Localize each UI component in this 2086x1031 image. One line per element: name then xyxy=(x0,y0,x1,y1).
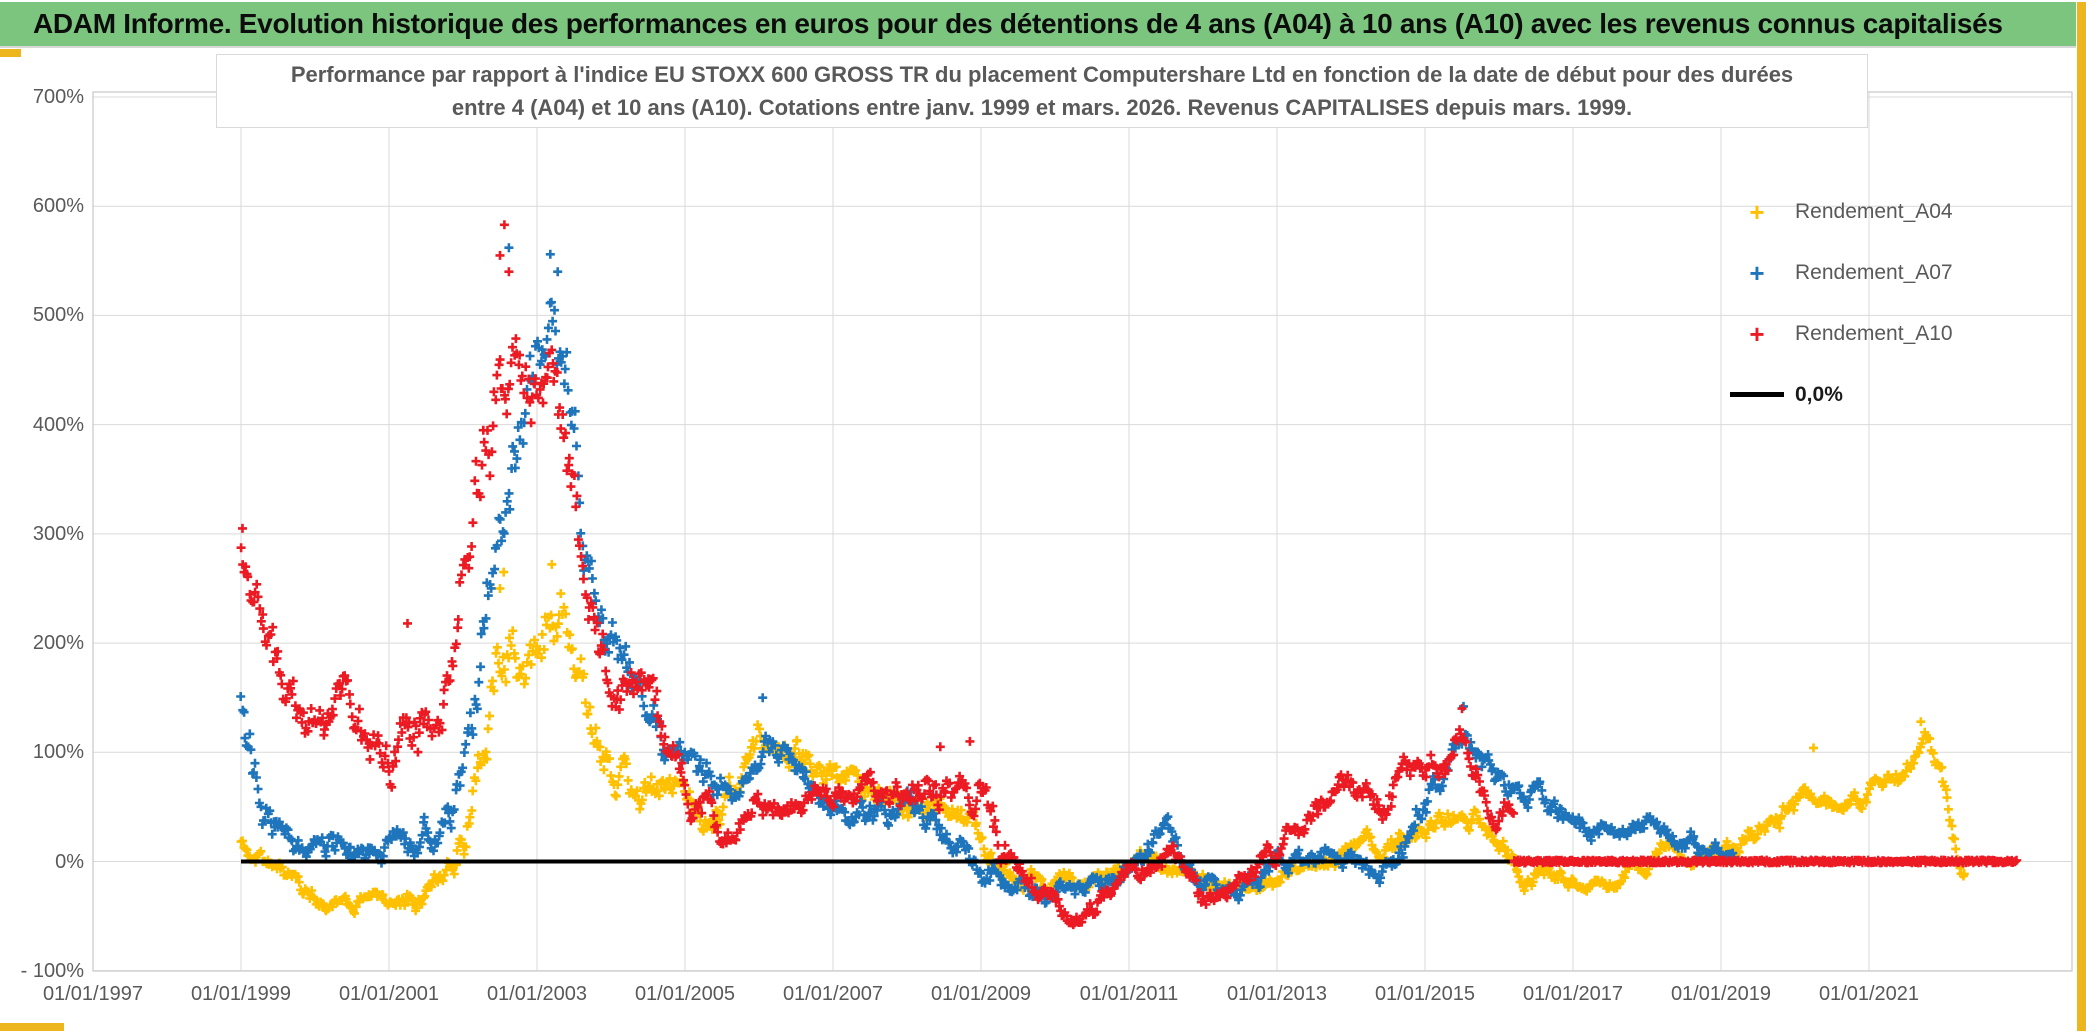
x-axis-label: 01/01/2017 xyxy=(1522,983,1624,1005)
x-axis-label: 01/01/2013 xyxy=(1226,983,1328,1005)
y-axis-label: 500% xyxy=(32,304,84,326)
y-axis-label: 400% xyxy=(32,414,84,436)
legend-item-0-0-: 0,0% xyxy=(1728,364,2078,425)
legend-item-label: Rendement_A10 xyxy=(1795,321,1953,345)
y-axis-label: 100% xyxy=(32,741,84,763)
sheet-accent-bottom-left-strip xyxy=(0,1023,64,1031)
y-axis-label: 0% xyxy=(55,851,84,873)
legend-zero-line-swatch xyxy=(1728,392,1786,397)
sheet-accent-right-strip xyxy=(2077,2,2086,1031)
x-axis-label: 01/01/1999 xyxy=(190,983,292,1005)
legend-item-label: 0,0% xyxy=(1795,382,1843,406)
x-axis-label: 01/01/2015 xyxy=(1374,983,1476,1005)
x-axis-label: 01/01/2019 xyxy=(1670,983,1772,1005)
x-axis-label: 01/01/2003 xyxy=(486,983,588,1005)
legend-item-rendement-a04: + Rendement_A04 xyxy=(1728,181,2078,242)
x-axis-label: 01/01/2001 xyxy=(338,983,440,1005)
legend-plus-marker-icon: + xyxy=(1749,318,1765,349)
x-axis-label: 01/01/2007 xyxy=(782,983,884,1005)
x-axis-label: 01/01/2009 xyxy=(930,983,1032,1005)
y-axis-label: 200% xyxy=(32,632,84,654)
y-axis-label: 300% xyxy=(32,523,84,545)
x-axis-label: 01/01/2021 xyxy=(1818,983,1920,1005)
header-bar: ADAM Informe. Evolution historique des p… xyxy=(0,2,2076,48)
x-axis-label: 01/01/2011 xyxy=(1079,983,1179,1005)
chart-legend: + Rendement_A04 + Rendement_A07 + Rendement_A… xyxy=(1728,181,2078,425)
legend-plus-marker-icon: + xyxy=(1749,196,1765,227)
chart-title: Performance par rapport à l'indice EU ST… xyxy=(216,54,1868,128)
legend-item-label: Rendement_A04 xyxy=(1795,199,1953,223)
y-axis-label: 600% xyxy=(32,195,84,217)
x-axis-label: 01/01/1997 xyxy=(42,983,144,1005)
y-axis-label: 700% xyxy=(32,86,84,108)
x-axis-label: 01/01/2005 xyxy=(634,983,736,1005)
header-title: ADAM Informe. Evolution historique des p… xyxy=(33,8,2003,39)
y-axis-label: - 100% xyxy=(20,960,84,982)
legend-item-label: Rendement_A07 xyxy=(1795,260,1953,284)
sheet-accent-top-left-tab xyxy=(0,49,21,57)
legend-item-rendement-a10: + Rendement_A10 xyxy=(1728,303,2078,364)
legend-item-rendement-a07: + Rendement_A07 xyxy=(1728,242,2078,303)
chart-title-line2: entre 4 (A04) et 10 ans (A10). Cotations… xyxy=(451,95,1633,120)
chart-title-line1: Performance par rapport à l'indice EU ST… xyxy=(290,62,1794,87)
legend-plus-marker-icon: + xyxy=(1749,257,1765,288)
